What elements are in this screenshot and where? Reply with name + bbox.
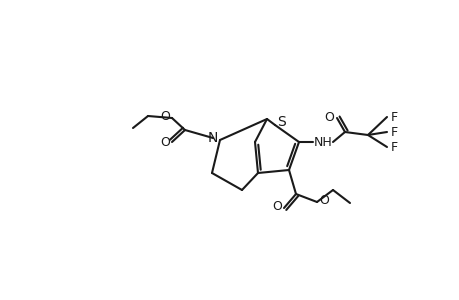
Text: F: F: [390, 125, 397, 139]
Text: O: O: [160, 136, 169, 148]
Text: F: F: [390, 110, 397, 124]
Text: O: O: [323, 110, 333, 124]
Text: O: O: [160, 110, 169, 122]
Text: S: S: [277, 115, 286, 129]
Text: O: O: [319, 194, 328, 208]
Text: N: N: [207, 131, 218, 145]
Text: NH: NH: [313, 136, 332, 148]
Text: F: F: [390, 140, 397, 154]
Text: O: O: [271, 200, 281, 214]
